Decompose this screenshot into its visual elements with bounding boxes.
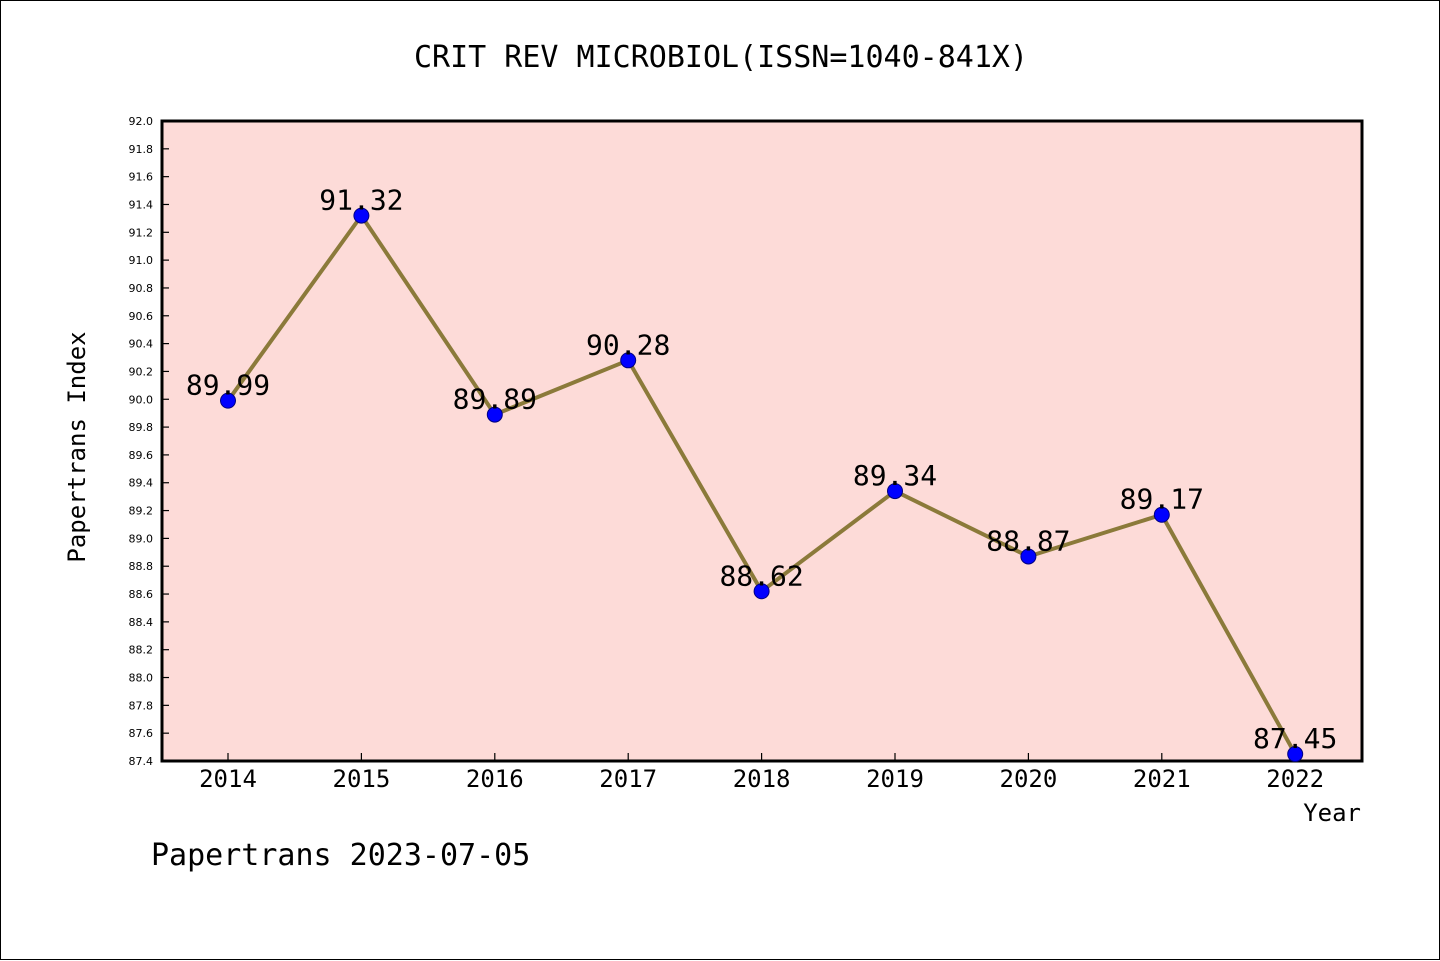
data-point-marker: [887, 483, 903, 500]
data-markers: [220, 207, 1304, 763]
y-tick-label: 89.8: [129, 421, 154, 434]
x-tick-label: 2018: [733, 765, 791, 793]
y-axis-label: Papertrans Index: [63, 331, 91, 562]
data-point-marker: [353, 207, 370, 224]
y-tick-label: 89.4: [129, 477, 154, 490]
y-tick-label: 91.6: [129, 171, 154, 184]
y-tick-label: 90.2: [129, 365, 154, 378]
y-tick-label: 89.0: [129, 532, 154, 545]
data-point-marker: [1020, 548, 1037, 565]
y-tick-label: 91.8: [129, 143, 154, 156]
footer-date-text: Papertrans 2023-07-05: [151, 838, 530, 873]
data-value-label: 88.87: [986, 524, 1070, 557]
data-value-label: 88.62: [719, 559, 803, 592]
data-point-marker: [1153, 506, 1170, 523]
y-tick-label: 90.0: [129, 393, 154, 406]
y-tick-label: 90.8: [129, 282, 154, 295]
data-point-marker: [220, 392, 236, 409]
data-value-label: 87.45: [1253, 722, 1337, 755]
x-axis-ticks: 2014 2015 2016 2017 2018 2019 2020 2021 2022: [199, 753, 1324, 793]
y-tick-label: 87.8: [129, 699, 154, 712]
y-tick-label: 89.2: [129, 505, 154, 518]
y-tick-label: 91.0: [129, 254, 154, 267]
y-tick-label: 88.4: [129, 616, 154, 629]
y-tick-label: 91.4: [129, 198, 154, 211]
data-labels: 89.99 91.32 89.89 90.28 88.62 89.34 88.87 89.17…: [186, 184, 1337, 755]
data-point-marker: [620, 352, 637, 369]
x-axis-label: Year: [1303, 799, 1361, 827]
x-tick-label: 2015: [333, 765, 391, 793]
y-tick-label: 92.0: [129, 115, 154, 128]
y-axis-ticks: 87.4 87.6 87.8 88.0 88.2 88.4 88.6 88.8 89.0 89.2…: [129, 115, 169, 768]
data-point-marker: [1287, 746, 1304, 763]
y-tick-label: 90.6: [129, 310, 154, 323]
x-tick-label: 2021: [1133, 765, 1191, 793]
y-tick-label: 88.6: [129, 588, 154, 601]
x-tick-label: 2020: [1000, 765, 1058, 793]
x-tick-label: 2014: [199, 765, 257, 793]
y-tick-label: 88.2: [129, 644, 154, 657]
data-value-label: 89.99: [186, 369, 270, 402]
x-tick-label: 2017: [599, 765, 657, 793]
data-value-label: 89.34: [853, 459, 937, 492]
data-value-label: 90.28: [586, 328, 670, 361]
chart-title: CRIT REV MICROBIOL(ISSN=1040-841X): [414, 40, 1028, 75]
data-point-marker: [753, 583, 770, 600]
y-tick-label: 88.0: [129, 672, 154, 685]
y-tick-label: 90.4: [129, 338, 154, 351]
y-tick-label: 89.6: [129, 449, 154, 462]
y-tick-label: 91.2: [129, 226, 154, 239]
y-tick-label: 87.4: [129, 755, 154, 768]
x-tick-label: 2016: [466, 765, 524, 793]
data-point-marker: [486, 406, 503, 423]
plot-area: [160, 119, 1364, 763]
data-value-label: 91.32: [319, 184, 403, 217]
data-value-label: 89.89: [453, 383, 537, 416]
data-value-label: 89.17: [1120, 483, 1204, 516]
x-tick-label: 2022: [1266, 765, 1324, 793]
y-tick-label: 88.8: [129, 560, 154, 573]
y-tick-label: 87.6: [129, 727, 154, 740]
x-tick-label: 2019: [866, 765, 924, 793]
